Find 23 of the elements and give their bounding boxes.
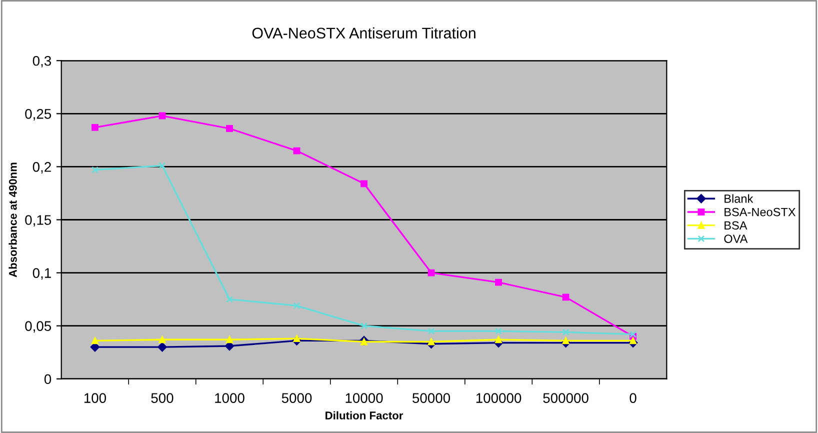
legend-label: OVA bbox=[724, 234, 748, 243]
legend-label: Blank bbox=[724, 194, 754, 203]
x-tick-label: 500000 bbox=[543, 393, 588, 403]
y-tick-label: 0,3 bbox=[32, 56, 52, 68]
chart-title: OVA-NeoSTX Antiserum Titration bbox=[252, 27, 476, 39]
y-tick-label: 0 bbox=[44, 374, 52, 384]
x-tick-label: 10000 bbox=[346, 393, 383, 403]
x-tick-label: 50000 bbox=[412, 393, 450, 403]
x-tick-label: 0 bbox=[630, 393, 636, 403]
x-axis-title: Dilution Factor bbox=[326, 411, 404, 420]
y-tick-label: 0,05 bbox=[25, 321, 52, 333]
y-tick-label: 0,2 bbox=[32, 162, 51, 174]
y-tick-label: 0,25 bbox=[25, 108, 52, 120]
x-tick-label: 500 bbox=[151, 393, 174, 403]
y-tick-label: 0,15 bbox=[25, 215, 52, 227]
y-axis-title: Absorbance at 490nm bbox=[8, 162, 17, 278]
y-tick-label: 0,1 bbox=[32, 268, 51, 280]
x-tick-label: 100 bbox=[84, 393, 106, 403]
x-tick-label: 5000 bbox=[282, 393, 312, 403]
legend-label: BSA-NeoSTX bbox=[724, 208, 796, 216]
x-tick-label: 100000 bbox=[476, 393, 522, 403]
x-tick-label: 1000 bbox=[215, 393, 244, 403]
legend-label: BSA bbox=[724, 221, 748, 230]
